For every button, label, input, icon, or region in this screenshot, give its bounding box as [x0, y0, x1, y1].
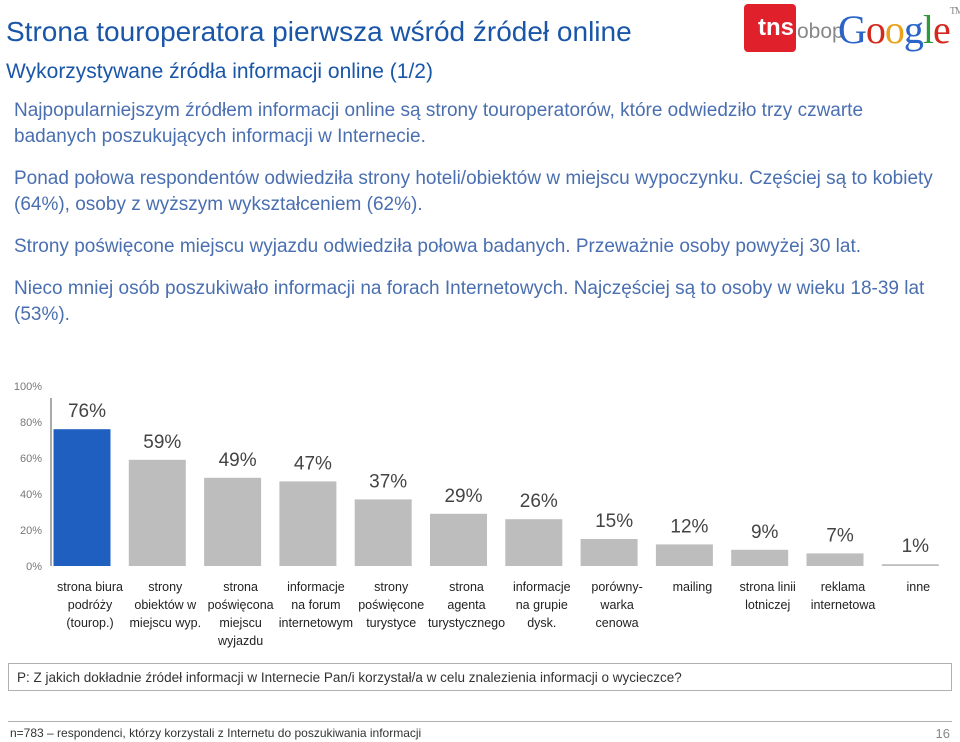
category-label: internetowa [811, 598, 876, 612]
category-label: turystyce [366, 616, 416, 630]
category-label: strona biura [57, 580, 123, 594]
bar [204, 477, 262, 566]
summary-paragraph: Najpopularniejszym źródłem informacji on… [14, 100, 864, 147]
bar-value-label: 26% [520, 491, 558, 512]
google-logo-letter: l [922, 7, 934, 52]
bar-value-label: 47% [294, 453, 332, 474]
obop-logo-text: obop [797, 20, 844, 43]
category-label: turystycznego [428, 616, 505, 630]
category-label: lotniczej [745, 598, 790, 612]
bar-value-label: 76% [68, 401, 106, 422]
y-tick-label: 20% [20, 525, 42, 537]
category-label: internetowym [279, 616, 353, 630]
category-label: warka [599, 598, 633, 612]
google-logo-letter: o [865, 7, 886, 52]
sample-size-note: n=783 – respondenci, którzy korzystali z… [10, 726, 422, 740]
bar [806, 553, 864, 566]
bar [128, 459, 186, 566]
bar-chart: 0% 20% 40% 60% 80% 100% 76% strona biura podróży… [14, 381, 939, 648]
bar [580, 539, 638, 566]
bar-value-label: 1% [902, 536, 930, 557]
category-label: miejscu [219, 616, 261, 630]
trademark-mark: TM [949, 6, 960, 17]
google-logo-letter: g [903, 7, 924, 52]
google-logo-letter: e [933, 7, 951, 52]
category-label: poświęcone [358, 598, 424, 612]
category-label: strona [223, 580, 258, 594]
bar-value-label: 37% [369, 471, 407, 492]
category-label: strony [148, 580, 183, 594]
page-number: 16 [935, 726, 950, 741]
category-label: cenowa [596, 616, 639, 630]
category-label: strona linii [740, 580, 796, 594]
summary-paragraph: Nieco mniej osób poszukiwało informacji … [14, 278, 925, 325]
bar [430, 513, 487, 566]
bar-value-label: 59% [143, 432, 181, 453]
category-label: miejscu wyp. [130, 616, 202, 630]
page-title: Strona touroperatora pierwsza wśród źród… [6, 16, 632, 47]
bar [731, 549, 789, 566]
category-label: poświęcona [208, 598, 274, 612]
google-logo-letter: o [884, 7, 905, 52]
bar [505, 519, 563, 566]
bar-value-label: 12% [670, 516, 708, 537]
summary-paragraphs: Najpopularniejszym źródłem informacji on… [14, 98, 944, 344]
y-tick-label: 40% [20, 489, 42, 501]
category-label: mailing [673, 580, 713, 594]
y-tick-label: 60% [20, 453, 42, 465]
google-logo: GoogleTM [838, 6, 960, 53]
bar [881, 564, 939, 566]
category-label: (tourop.) [66, 616, 113, 630]
y-tick-label: 0% [26, 561, 42, 573]
bar [354, 499, 412, 566]
category-label: wyjazdu [217, 634, 263, 648]
category-label: podróży [68, 598, 113, 612]
category-label: reklama [821, 580, 866, 594]
category-label: informacje [287, 580, 345, 594]
footer-divider [8, 721, 952, 722]
page-subtitle: Wykorzystywane źródła informacji online … [6, 60, 433, 83]
bar-value-label: 9% [751, 522, 779, 543]
category-label: porówny- [591, 580, 642, 594]
bar [53, 429, 111, 566]
tns-logo [744, 4, 796, 52]
question-footnote: P: Z jakich dokładnie źródeł informacji … [8, 663, 952, 691]
category-label: strony [374, 580, 409, 594]
y-tick-label: 100% [14, 381, 42, 393]
bar [279, 481, 337, 566]
bar-value-label: 29% [444, 486, 482, 507]
tns-logo-text: tns [758, 14, 794, 41]
category-label: strona [449, 580, 484, 594]
category-label: obiektów w [134, 598, 197, 612]
summary-paragraph: Strony poświęcone miejscu wyjazdu odwied… [14, 236, 862, 257]
bar-value-label: 7% [826, 525, 854, 546]
y-tick-label: 80% [20, 417, 42, 429]
category-label: na grupie [516, 598, 568, 612]
bar-value-label: 49% [219, 450, 257, 471]
category-label: dysk. [527, 616, 556, 630]
bar-value-label: 15% [595, 511, 633, 532]
category-label: na forum [291, 598, 340, 612]
category-label: informacje [513, 580, 571, 594]
category-label: inne [906, 580, 930, 594]
summary-paragraph: Ponad połowa respondentów odwiedziła str… [14, 168, 933, 215]
google-logo-letter: G [838, 7, 867, 52]
bar [655, 544, 713, 566]
category-label: agenta [447, 598, 485, 612]
